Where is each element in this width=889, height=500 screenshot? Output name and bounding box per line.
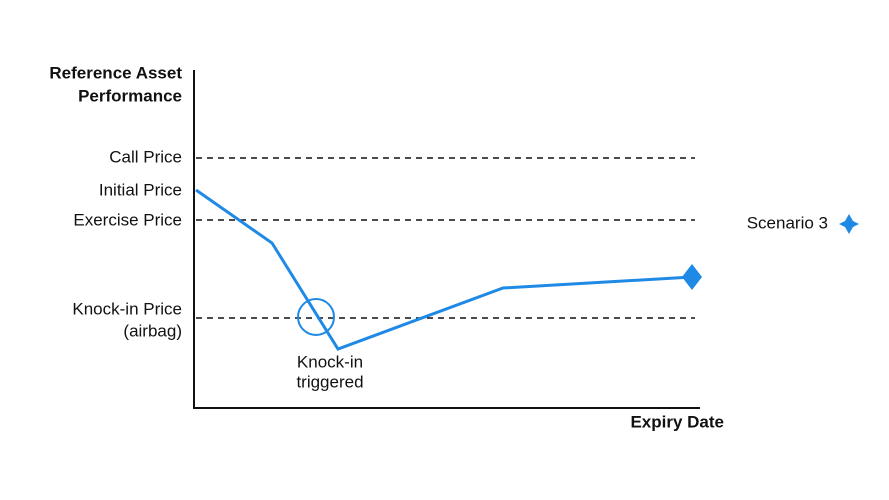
annotation: Knock-in <box>297 352 363 371</box>
x-axis-title: Expiry Date <box>630 412 724 431</box>
y-axis-title: Reference Asset <box>49 63 182 82</box>
scenario-line <box>195 188 693 351</box>
end-marker <box>682 264 702 290</box>
level-label: Knock-in Price <box>72 299 182 318</box>
y-axis-title: Performance <box>78 86 182 105</box>
level-label: Call Price <box>109 147 182 166</box>
legend-marker <box>839 214 859 234</box>
level-label: (airbag) <box>123 321 182 340</box>
knock-in-circle <box>297 298 335 336</box>
annotation: triggered <box>296 372 363 391</box>
legend-label: Scenario 3 <box>747 213 828 232</box>
level-label: Exercise Price <box>73 210 182 229</box>
level-label: Initial Price <box>99 180 182 199</box>
